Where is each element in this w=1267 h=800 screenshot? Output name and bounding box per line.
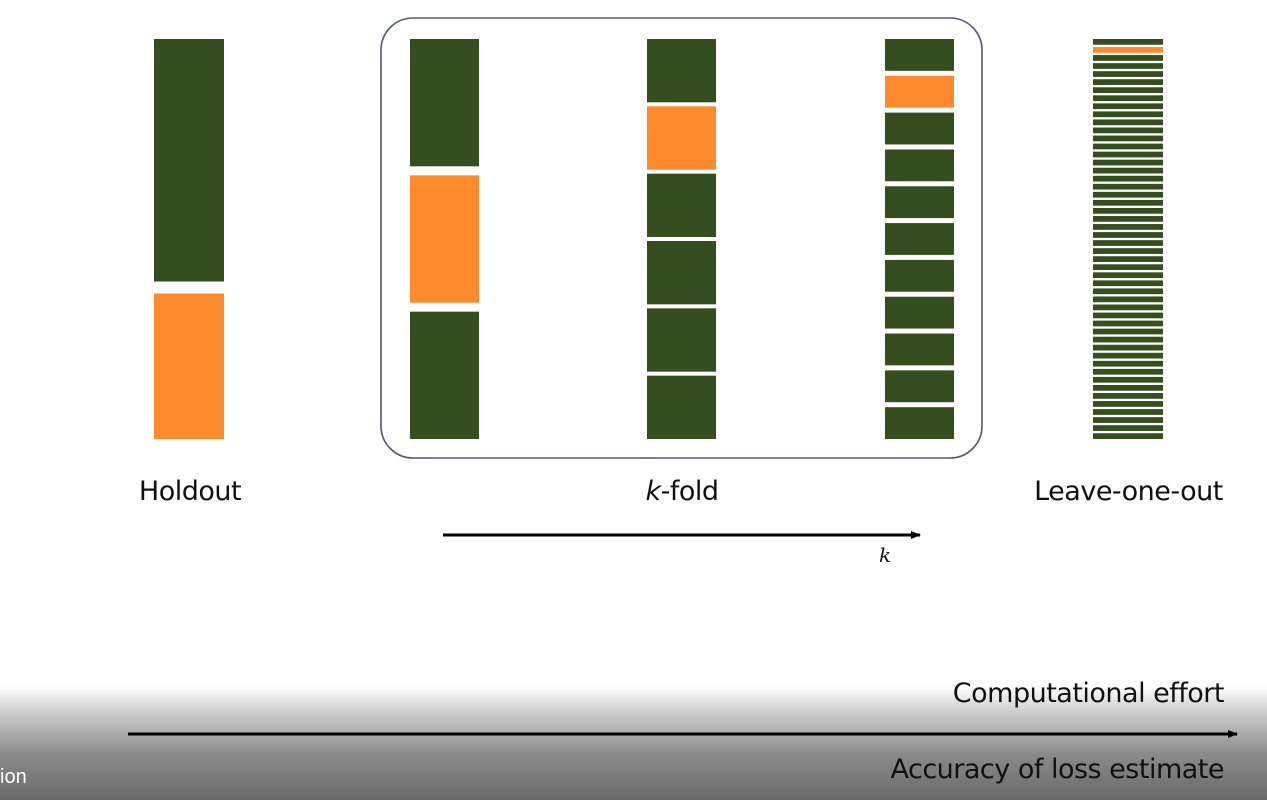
leave-one-out-column [1093,39,1163,439]
loo-train-fold [1093,111,1163,118]
loo-train-fold [1093,55,1163,61]
loo-train-fold [1093,296,1163,303]
loo-train-fold [1093,409,1163,415]
loo-train-fold [1093,433,1163,439]
holdout-label: Holdout [138,476,242,507]
loo-train-fold [1093,264,1163,271]
loo-train-fold [1093,280,1163,287]
loo-train-fold [1093,191,1163,198]
loo-train-fold [1093,425,1163,431]
loo-train-fold [1093,71,1163,77]
loo-train-fold [1093,183,1163,190]
kfold-11-train-fold [885,149,954,182]
kfold-11-train-fold [885,186,954,219]
loo-train-fold [1093,320,1163,327]
loo-train-fold [1093,95,1163,102]
loo-train-fold [1093,224,1163,230]
loo-train-fold [1093,248,1163,254]
loo-train-fold [1093,103,1163,110]
loo-train-fold [1093,207,1163,214]
holdout-train-segment [154,39,224,282]
kfold-6-test-fold [647,106,716,170]
bottom-gradient-bar [0,686,1267,800]
loo-train-fold [1093,232,1163,238]
loo-train-fold [1093,79,1163,85]
loo-train-fold [1093,352,1163,359]
loo-train-fold [1093,119,1163,126]
kfold-11-train-fold [885,112,954,145]
loo-train-fold [1093,216,1163,222]
kfold-3-test-fold [410,175,479,303]
loo-train-fold [1093,256,1163,262]
loo-train-fold [1093,39,1163,45]
loo-train-fold [1093,384,1163,391]
kfold-label-k: k [645,476,661,507]
kfold-label: k-fold [622,476,742,507]
kfold-6-train-fold [647,39,716,103]
loo-train-fold [1093,151,1163,158]
kfold-6-train-fold [647,375,716,439]
loo-train-fold [1093,417,1163,423]
loo-test-fold [1093,47,1163,53]
loo-train-fold [1093,304,1163,311]
loo-train-fold [1093,336,1163,343]
kfold-label-rest: -fold [660,476,719,507]
kfold-11-train-fold [885,407,954,439]
loo-train-fold [1093,159,1163,166]
kfold-column-11 [885,39,954,439]
holdout-column [154,39,224,439]
loo-train-fold [1093,393,1163,399]
holdout-test-segment [154,293,224,439]
loo-train-fold [1093,401,1163,407]
kfold-11-train-fold [885,39,954,71]
kfold-6-train-fold [647,241,716,305]
loo-train-fold [1093,312,1163,319]
kfold-3-train-fold [410,311,479,439]
loo-train-fold [1093,167,1163,174]
loo-train-fold [1093,127,1163,134]
kfold-11-test-fold [885,75,954,108]
kfold-6-train-fold [647,308,716,372]
kfold-11-train-fold [885,296,954,329]
kfold-column-3 [410,39,479,439]
kfold-group-frame [380,17,983,459]
k-arrow-label: k [879,543,891,567]
kfold-11-train-fold [885,259,954,292]
kfold-11-train-fold [885,333,954,366]
loo-train-fold [1093,360,1163,367]
loo-train-fold [1093,376,1163,383]
loo-train-fold [1093,288,1163,295]
loo-train-fold [1093,328,1163,335]
loo-train-fold [1093,199,1163,206]
leave-one-out-label: Leave-one-out [1034,476,1223,507]
loo-train-fold [1093,143,1163,150]
loo-train-fold [1093,63,1163,69]
loo-train-fold [1093,87,1163,94]
loo-train-fold [1093,175,1163,182]
kfold-11-train-fold [885,223,954,255]
accuracy-of-loss-estimate-label: Accuracy of loss estimate [890,754,1224,785]
loo-train-fold [1093,344,1163,351]
video-caption-fragment: ion [0,766,27,788]
kfold-3-train-fold [410,39,479,167]
loo-train-fold [1093,240,1163,246]
kfold-column-6 [647,39,716,439]
kfold-11-train-fold [885,370,954,403]
loo-train-fold [1093,368,1163,375]
kfold-6-train-fold [647,173,716,237]
loo-train-fold [1093,272,1163,279]
computational-effort-label: Computational effort [952,678,1225,709]
loo-train-fold [1093,135,1163,142]
